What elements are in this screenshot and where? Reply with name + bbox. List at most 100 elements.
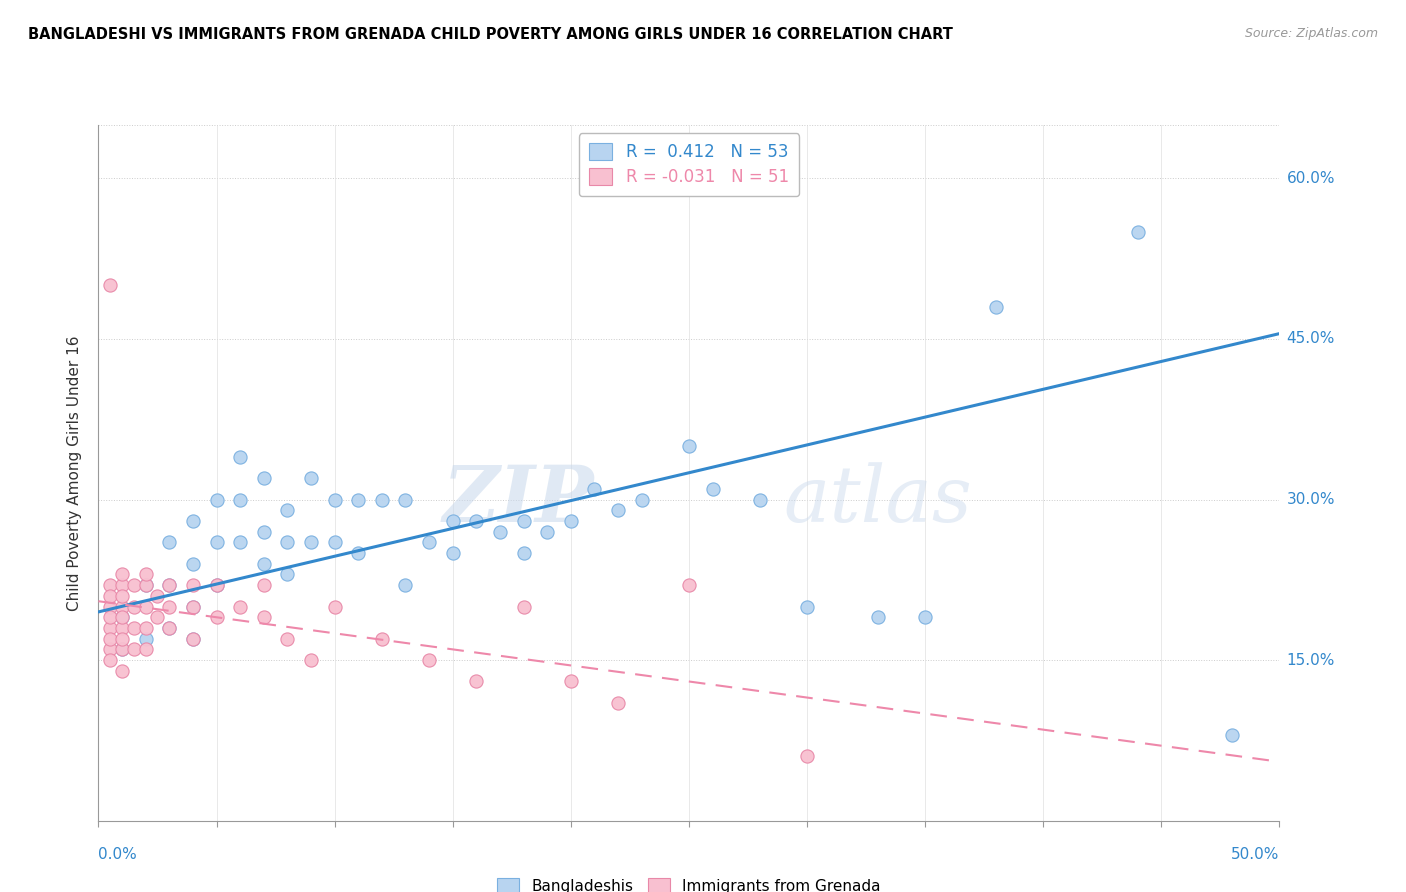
Point [418, 535, 440, 549]
Point [111, 610, 134, 624]
Point [157, 578, 180, 592]
Text: 45.0%: 45.0% [1286, 332, 1334, 346]
Point [253, 610, 276, 624]
Point [441, 514, 464, 528]
Point [630, 492, 652, 507]
Point [229, 450, 252, 464]
Point [98, 610, 121, 624]
Point [394, 492, 416, 507]
Point [157, 621, 180, 635]
Point [111, 610, 134, 624]
Point [984, 300, 1007, 314]
Point [299, 535, 322, 549]
Point [276, 535, 298, 549]
Point [205, 535, 228, 549]
Point [394, 578, 416, 592]
Point [111, 642, 134, 657]
Point [536, 524, 558, 539]
Point [135, 578, 157, 592]
Text: 30.0%: 30.0% [1286, 492, 1334, 507]
Point [253, 557, 276, 571]
Point [229, 535, 252, 549]
Point [418, 653, 440, 667]
Point [98, 642, 121, 657]
Text: 50.0%: 50.0% [1232, 847, 1279, 863]
Point [157, 621, 180, 635]
Point [98, 578, 121, 592]
Text: 0.0%: 0.0% [98, 847, 138, 863]
Point [441, 546, 464, 560]
Point [347, 546, 370, 560]
Point [111, 621, 134, 635]
Point [181, 632, 204, 646]
Legend: Bangladeshis, Immigrants from Grenada: Bangladeshis, Immigrants from Grenada [488, 869, 890, 892]
Point [122, 621, 145, 635]
Point [111, 599, 134, 614]
Point [276, 503, 298, 517]
Y-axis label: Child Poverty Among Girls Under 16: Child Poverty Among Girls Under 16 [67, 335, 83, 610]
Point [98, 599, 121, 614]
Point [111, 632, 134, 646]
Point [748, 492, 770, 507]
Point [111, 664, 134, 678]
Point [276, 632, 298, 646]
Point [135, 567, 157, 582]
Point [371, 492, 394, 507]
Point [135, 632, 157, 646]
Point [512, 514, 534, 528]
Point [347, 492, 370, 507]
Point [98, 621, 121, 635]
Point [135, 642, 157, 657]
Point [866, 610, 889, 624]
Point [512, 546, 534, 560]
Point [146, 589, 169, 603]
Point [229, 492, 252, 507]
Point [205, 492, 228, 507]
Point [678, 439, 700, 453]
Point [607, 503, 630, 517]
Point [229, 599, 252, 614]
Point [157, 578, 180, 592]
Point [678, 578, 700, 592]
Point [253, 578, 276, 592]
Text: ZIP: ZIP [443, 462, 595, 539]
Point [796, 749, 818, 764]
Point [489, 524, 512, 539]
Point [98, 589, 121, 603]
Point [181, 599, 204, 614]
Point [111, 642, 134, 657]
Point [512, 599, 534, 614]
Point [181, 514, 204, 528]
Point [323, 599, 346, 614]
Point [253, 471, 276, 485]
Text: Source: ZipAtlas.com: Source: ZipAtlas.com [1244, 27, 1378, 40]
Point [111, 589, 134, 603]
Point [135, 621, 157, 635]
Point [205, 578, 228, 592]
Point [607, 696, 630, 710]
Text: 15.0%: 15.0% [1286, 653, 1334, 667]
Point [181, 578, 204, 592]
Text: BANGLADESHI VS IMMIGRANTS FROM GRENADA CHILD POVERTY AMONG GIRLS UNDER 16 CORREL: BANGLADESHI VS IMMIGRANTS FROM GRENADA C… [28, 27, 953, 42]
Point [1220, 728, 1243, 742]
Point [323, 535, 346, 549]
Point [702, 482, 724, 496]
Point [299, 471, 322, 485]
Point [299, 653, 322, 667]
Point [135, 578, 157, 592]
Point [146, 610, 169, 624]
Point [371, 632, 394, 646]
Point [276, 567, 298, 582]
Point [135, 599, 157, 614]
Point [323, 492, 346, 507]
Point [205, 610, 228, 624]
Text: 60.0%: 60.0% [1286, 171, 1334, 186]
Point [157, 535, 180, 549]
Point [98, 653, 121, 667]
Point [253, 524, 276, 539]
Point [583, 482, 606, 496]
Point [796, 599, 818, 614]
Point [914, 610, 936, 624]
Point [98, 278, 121, 293]
Point [157, 599, 180, 614]
